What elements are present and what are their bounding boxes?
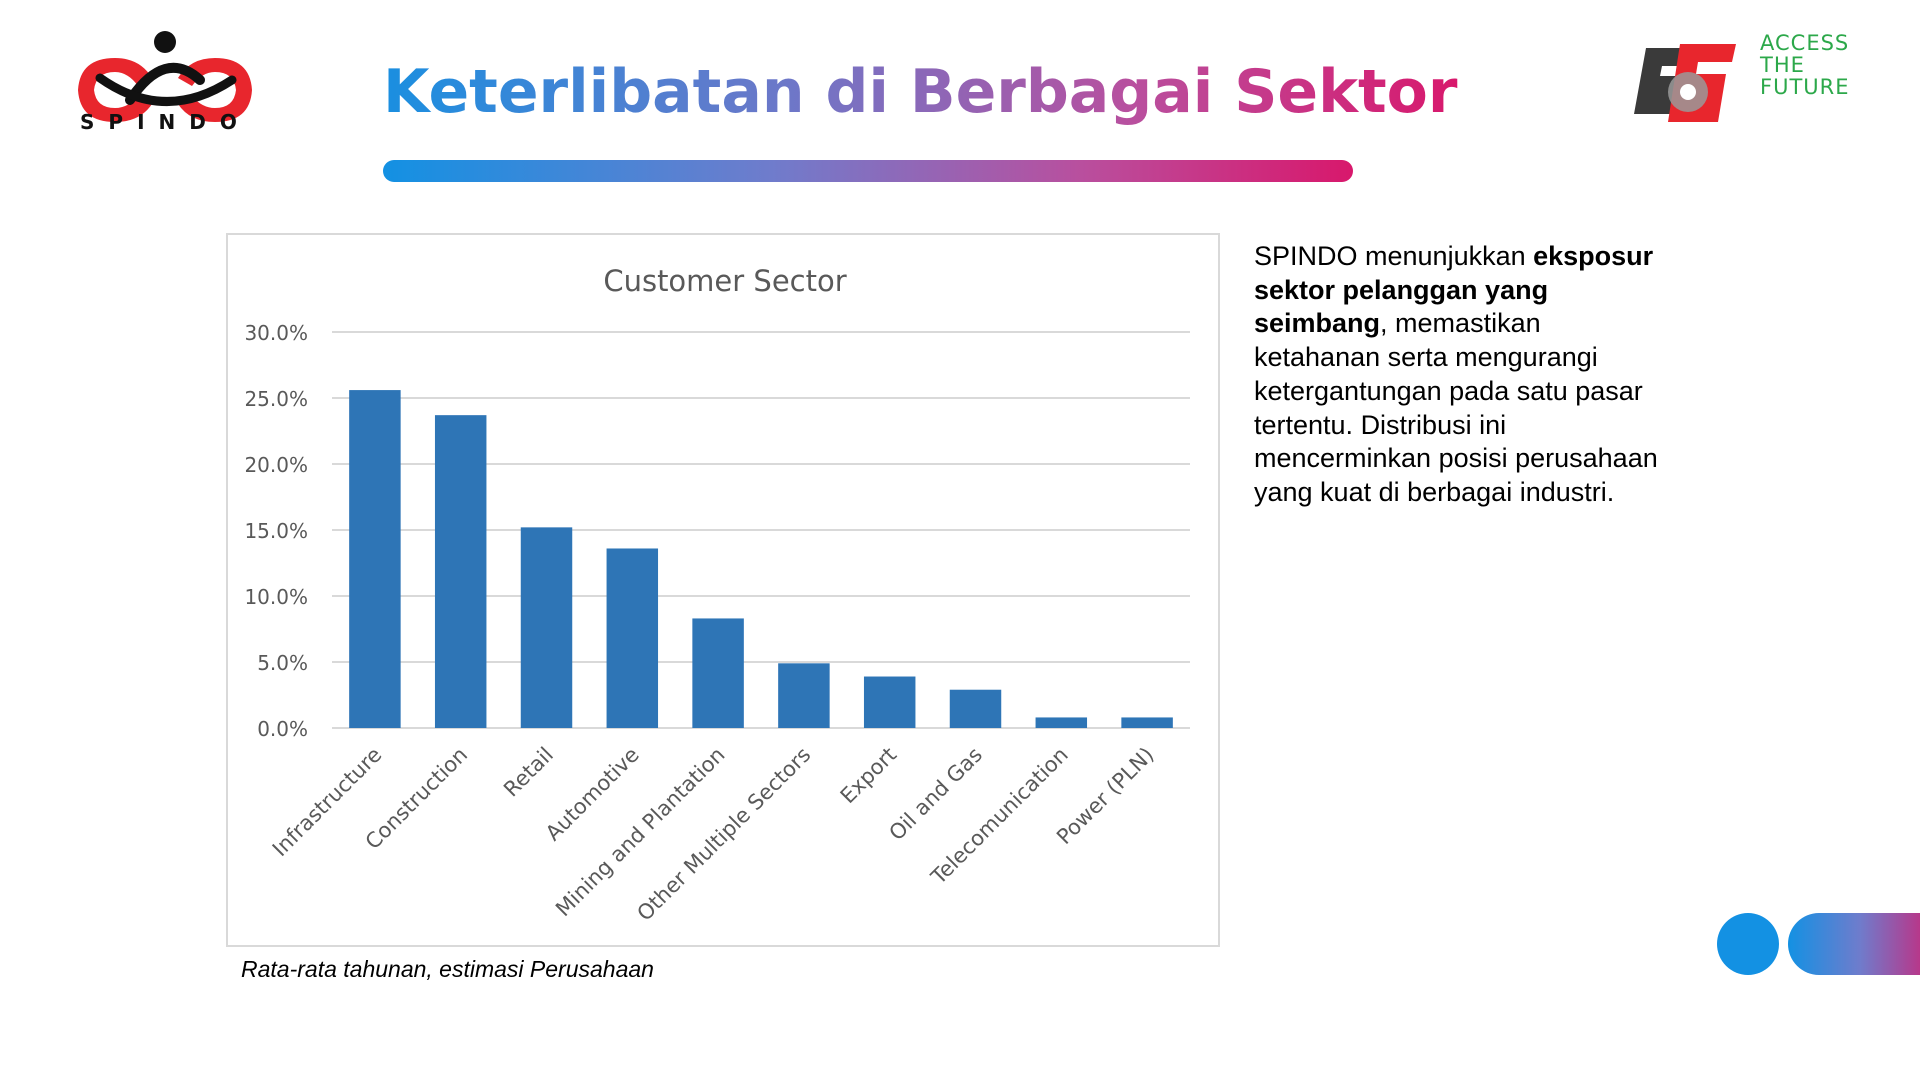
tagline-line-3: FUTURE	[1760, 75, 1850, 99]
y-tick-label: 0.0%	[257, 717, 308, 741]
y-tick-label: 15.0%	[244, 519, 308, 543]
y-tick-label: 20.0%	[244, 453, 308, 477]
bar-telecomunication	[1035, 717, 1088, 728]
logo-wordmark: SPINDO	[80, 110, 251, 134]
decor-circle	[1717, 913, 1779, 975]
tagline: ACCESS THE FUTURE	[1760, 32, 1890, 98]
bar-export	[863, 676, 916, 728]
customer-sector-chart: Customer Sector 0.0% 5.0% 10.0% 15.0% 20.0% 2…	[244, 264, 1190, 926]
y-tick-label: 25.0%	[244, 387, 308, 411]
bar-oil-and-gas	[949, 689, 1002, 728]
description-text: SPINDO menunjukkan eksposur sektor pelan…	[1254, 240, 1674, 510]
bar-automotive	[606, 548, 659, 728]
title-underline-bar	[383, 160, 1353, 182]
y-tick-label: 5.0%	[257, 651, 308, 675]
bar-infrastructure	[349, 390, 401, 728]
y-tick-label: 30.0%	[244, 321, 308, 345]
page-title: Keterlibatan di Berbagai Sektor	[383, 52, 1458, 132]
tagline-line-2: THE	[1760, 53, 1805, 77]
x-tick-label: Mining and Plantation	[551, 743, 730, 922]
chart-panel: Customer Sector 0.0% 5.0% 10.0% 15.0% 20.0% 2…	[226, 233, 1220, 947]
bar-retail	[520, 527, 573, 728]
spindo-logo-mark	[78, 31, 252, 122]
description-bold: eksposur sektor pelanggan yang seimbang	[1254, 241, 1654, 339]
tagline-line-1: ACCESS	[1760, 31, 1850, 55]
x-tick-label: Export	[836, 743, 902, 809]
x-tick-label: Retail	[499, 743, 558, 802]
bar-other-multiple-sectors	[778, 663, 830, 728]
chart-title: Customer Sector	[603, 264, 846, 298]
bar-power-pln	[1121, 717, 1173, 728]
footnote: Rata-rata tahunan, estimasi Perusahaan	[241, 956, 654, 982]
anniversary-55-badge	[1634, 44, 1736, 122]
decor-gradient-pill	[1788, 913, 1920, 975]
y-tick-label: 10.0%	[244, 585, 308, 609]
description-part-1: SPINDO menunjukkan	[1254, 241, 1534, 271]
bar-mining-and-plantation	[692, 618, 744, 728]
description-part-2: , memastikan ketahanan serta mengurangi …	[1254, 308, 1658, 507]
x-tick-label: Other Multiple Sectors	[632, 743, 815, 926]
bar-construction	[434, 415, 487, 728]
